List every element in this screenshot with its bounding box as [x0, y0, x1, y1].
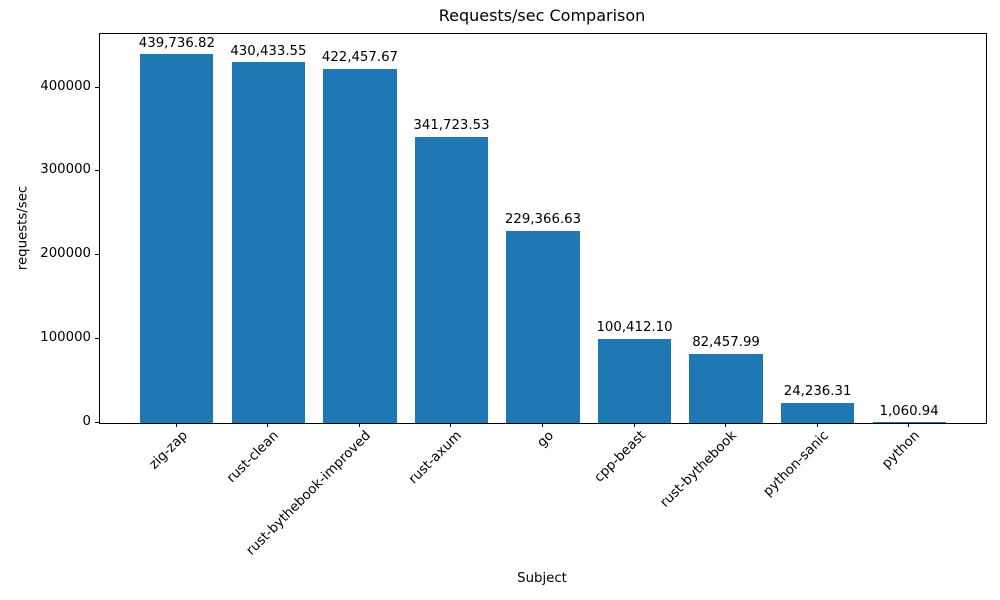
bar-value-label: 100,412.10 [596, 320, 673, 336]
x-tick-label: rust-bythebook [657, 428, 740, 511]
y-tick-label: 200000 [40, 246, 91, 262]
chart-title: Requests/sec Comparison [438, 6, 646, 25]
x-tick-label: rust-bythebook-improved [243, 428, 374, 559]
bar-value-label: 82,457.99 [692, 335, 760, 351]
x-tick-label: go [534, 428, 557, 451]
bar-value-label: 24,236.31 [783, 384, 852, 400]
bar-cpp-beast [597, 338, 672, 423]
bar-go [506, 230, 580, 423]
y-axis-label: requests/sec [15, 185, 31, 271]
bar-value-label: 430,433.55 [230, 43, 307, 59]
bar-zig-zap [140, 54, 214, 423]
y-tick-label: 300000 [40, 162, 91, 178]
bar-value-label: 1,060.94 [879, 403, 939, 419]
y-tick-label: 100000 [40, 330, 91, 346]
bar-value-label: 229,366.63 [504, 212, 582, 228]
x-tick-label: rust-axum [406, 428, 466, 488]
bar-python-sanic [780, 402, 855, 423]
x-tick-label: python [879, 428, 924, 472]
bar-rust-bythebook-improved [323, 68, 397, 423]
bar-python [872, 422, 946, 423]
bar-rust-clean [231, 62, 306, 423]
bar-rust-axum [414, 136, 489, 423]
x-tick-label: cpp-beast [591, 428, 649, 486]
bar-value-label: 341,723.53 [413, 117, 490, 133]
y-tick-label: 0 [82, 414, 91, 429]
bar-value-label: 439,736.82 [138, 35, 215, 51]
bar-rust-bythebook [689, 353, 763, 423]
y-tick-label: 400000 [40, 78, 91, 94]
x-tick-label: rust-clean [224, 428, 283, 486]
x-axis-label: Subject [517, 571, 567, 586]
x-tick-label: zig-zap [146, 428, 191, 473]
x-tick-label: python-sanic [760, 428, 832, 500]
bar-value-label: 422,457.67 [321, 50, 399, 66]
plot-area: 439,736.82 430,433.55 422,457.67 341,723.53… [99, 33, 987, 424]
